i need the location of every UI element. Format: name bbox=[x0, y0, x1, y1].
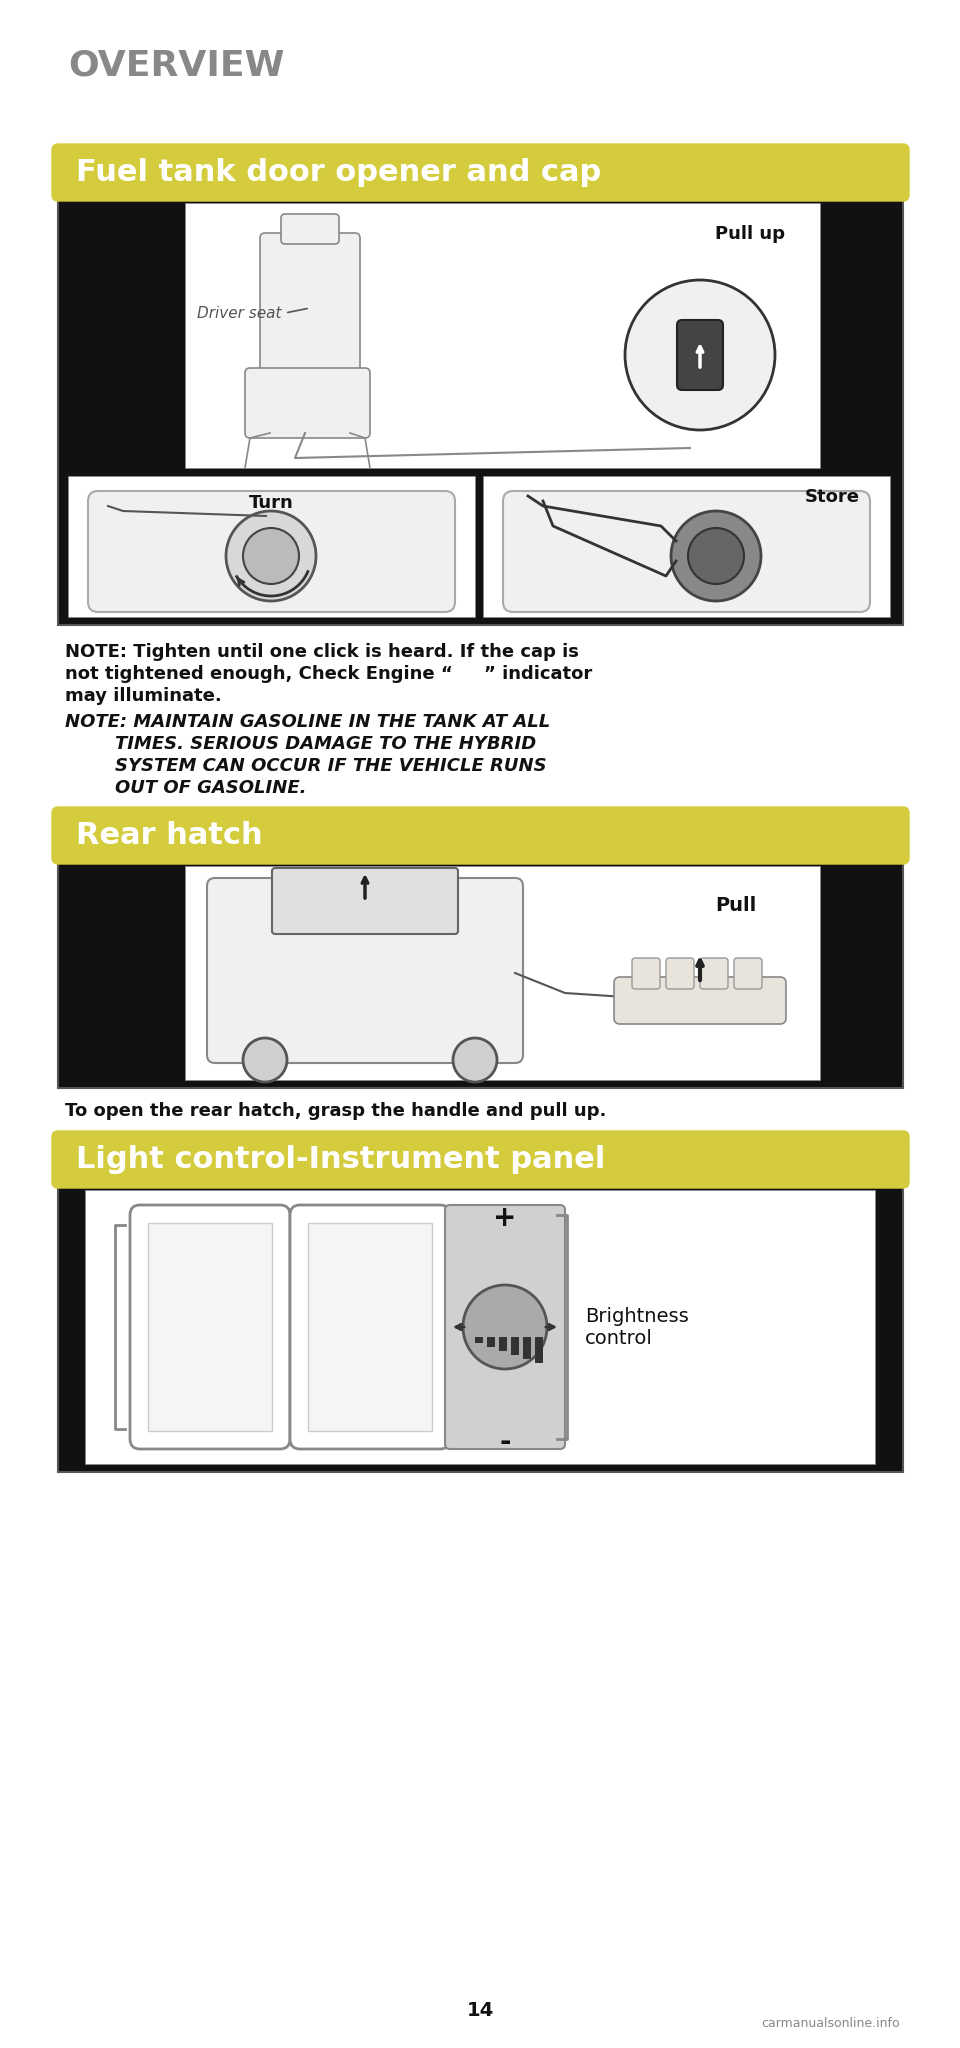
Circle shape bbox=[226, 512, 316, 600]
Text: Fuel tank door opener and cap: Fuel tank door opener and cap bbox=[76, 158, 601, 186]
FancyBboxPatch shape bbox=[614, 977, 786, 1024]
Text: SYSTEM CAN OCCUR IF THE VEHICLE RUNS: SYSTEM CAN OCCUR IF THE VEHICLE RUNS bbox=[65, 758, 546, 774]
Text: OUT OF GASOLINE.: OUT OF GASOLINE. bbox=[65, 778, 306, 797]
FancyBboxPatch shape bbox=[290, 1204, 450, 1450]
Text: To open the rear hatch, grasp the handle and pull up.: To open the rear hatch, grasp the handle… bbox=[65, 1102, 607, 1120]
Bar bbox=[523, 1337, 531, 1360]
Text: Turn: Turn bbox=[249, 494, 294, 512]
Circle shape bbox=[243, 1038, 287, 1081]
Bar bbox=[185, 866, 820, 1079]
FancyBboxPatch shape bbox=[281, 213, 339, 244]
Text: NOTE: Tighten until one click is heard. If the cap is: NOTE: Tighten until one click is heard. … bbox=[65, 643, 579, 662]
Text: Light control-Instrument panel: Light control-Instrument panel bbox=[76, 1145, 606, 1174]
Circle shape bbox=[625, 281, 775, 430]
Circle shape bbox=[688, 528, 744, 584]
FancyBboxPatch shape bbox=[245, 369, 370, 438]
Text: Store: Store bbox=[805, 487, 860, 506]
Text: -: - bbox=[499, 1427, 511, 1456]
FancyBboxPatch shape bbox=[272, 868, 458, 934]
Bar bbox=[58, 195, 903, 625]
Bar bbox=[499, 1337, 507, 1352]
Circle shape bbox=[453, 1038, 497, 1081]
Bar bbox=[148, 1223, 272, 1432]
Bar bbox=[487, 1337, 495, 1348]
Bar bbox=[308, 1223, 432, 1432]
Text: TIMES. SERIOUS DAMAGE TO THE HYBRID: TIMES. SERIOUS DAMAGE TO THE HYBRID bbox=[65, 735, 537, 754]
Text: Pull up: Pull up bbox=[715, 225, 785, 244]
Text: may illuminate.: may illuminate. bbox=[65, 686, 222, 705]
Bar bbox=[535, 1337, 543, 1364]
FancyBboxPatch shape bbox=[734, 958, 762, 989]
Circle shape bbox=[671, 512, 761, 600]
FancyBboxPatch shape bbox=[130, 1204, 290, 1450]
Text: Brightness
control: Brightness control bbox=[585, 1307, 688, 1348]
FancyBboxPatch shape bbox=[52, 143, 909, 201]
Bar bbox=[511, 1337, 519, 1356]
FancyBboxPatch shape bbox=[88, 492, 455, 612]
Text: Pull: Pull bbox=[715, 897, 756, 915]
Bar bbox=[483, 475, 890, 616]
FancyBboxPatch shape bbox=[700, 958, 728, 989]
Text: OVERVIEW: OVERVIEW bbox=[68, 47, 284, 82]
FancyBboxPatch shape bbox=[445, 1204, 565, 1450]
FancyBboxPatch shape bbox=[677, 319, 723, 389]
FancyBboxPatch shape bbox=[52, 807, 909, 864]
Bar bbox=[185, 203, 820, 469]
FancyBboxPatch shape bbox=[666, 958, 694, 989]
Text: carmanualsonline.info: carmanualsonline.info bbox=[761, 2017, 900, 2030]
Text: Driver seat: Driver seat bbox=[197, 305, 281, 319]
Bar bbox=[58, 1182, 903, 1473]
Bar bbox=[475, 1337, 483, 1343]
Circle shape bbox=[243, 528, 299, 584]
Text: +: + bbox=[493, 1204, 516, 1233]
Bar bbox=[85, 1190, 875, 1464]
Text: 14: 14 bbox=[467, 2001, 493, 2019]
Text: not tightened enough, Check Engine “     ” indicator: not tightened enough, Check Engine “ ” i… bbox=[65, 666, 592, 682]
FancyBboxPatch shape bbox=[503, 492, 870, 612]
Circle shape bbox=[463, 1284, 547, 1368]
FancyBboxPatch shape bbox=[207, 879, 523, 1063]
Text: NOTE: MAINTAIN GASOLINE IN THE TANK AT ALL: NOTE: MAINTAIN GASOLINE IN THE TANK AT A… bbox=[65, 713, 550, 731]
FancyBboxPatch shape bbox=[52, 1130, 909, 1188]
FancyBboxPatch shape bbox=[632, 958, 660, 989]
Text: Rear hatch: Rear hatch bbox=[76, 821, 263, 850]
Bar bbox=[68, 475, 475, 616]
FancyBboxPatch shape bbox=[260, 233, 360, 393]
Bar bbox=[58, 858, 903, 1087]
